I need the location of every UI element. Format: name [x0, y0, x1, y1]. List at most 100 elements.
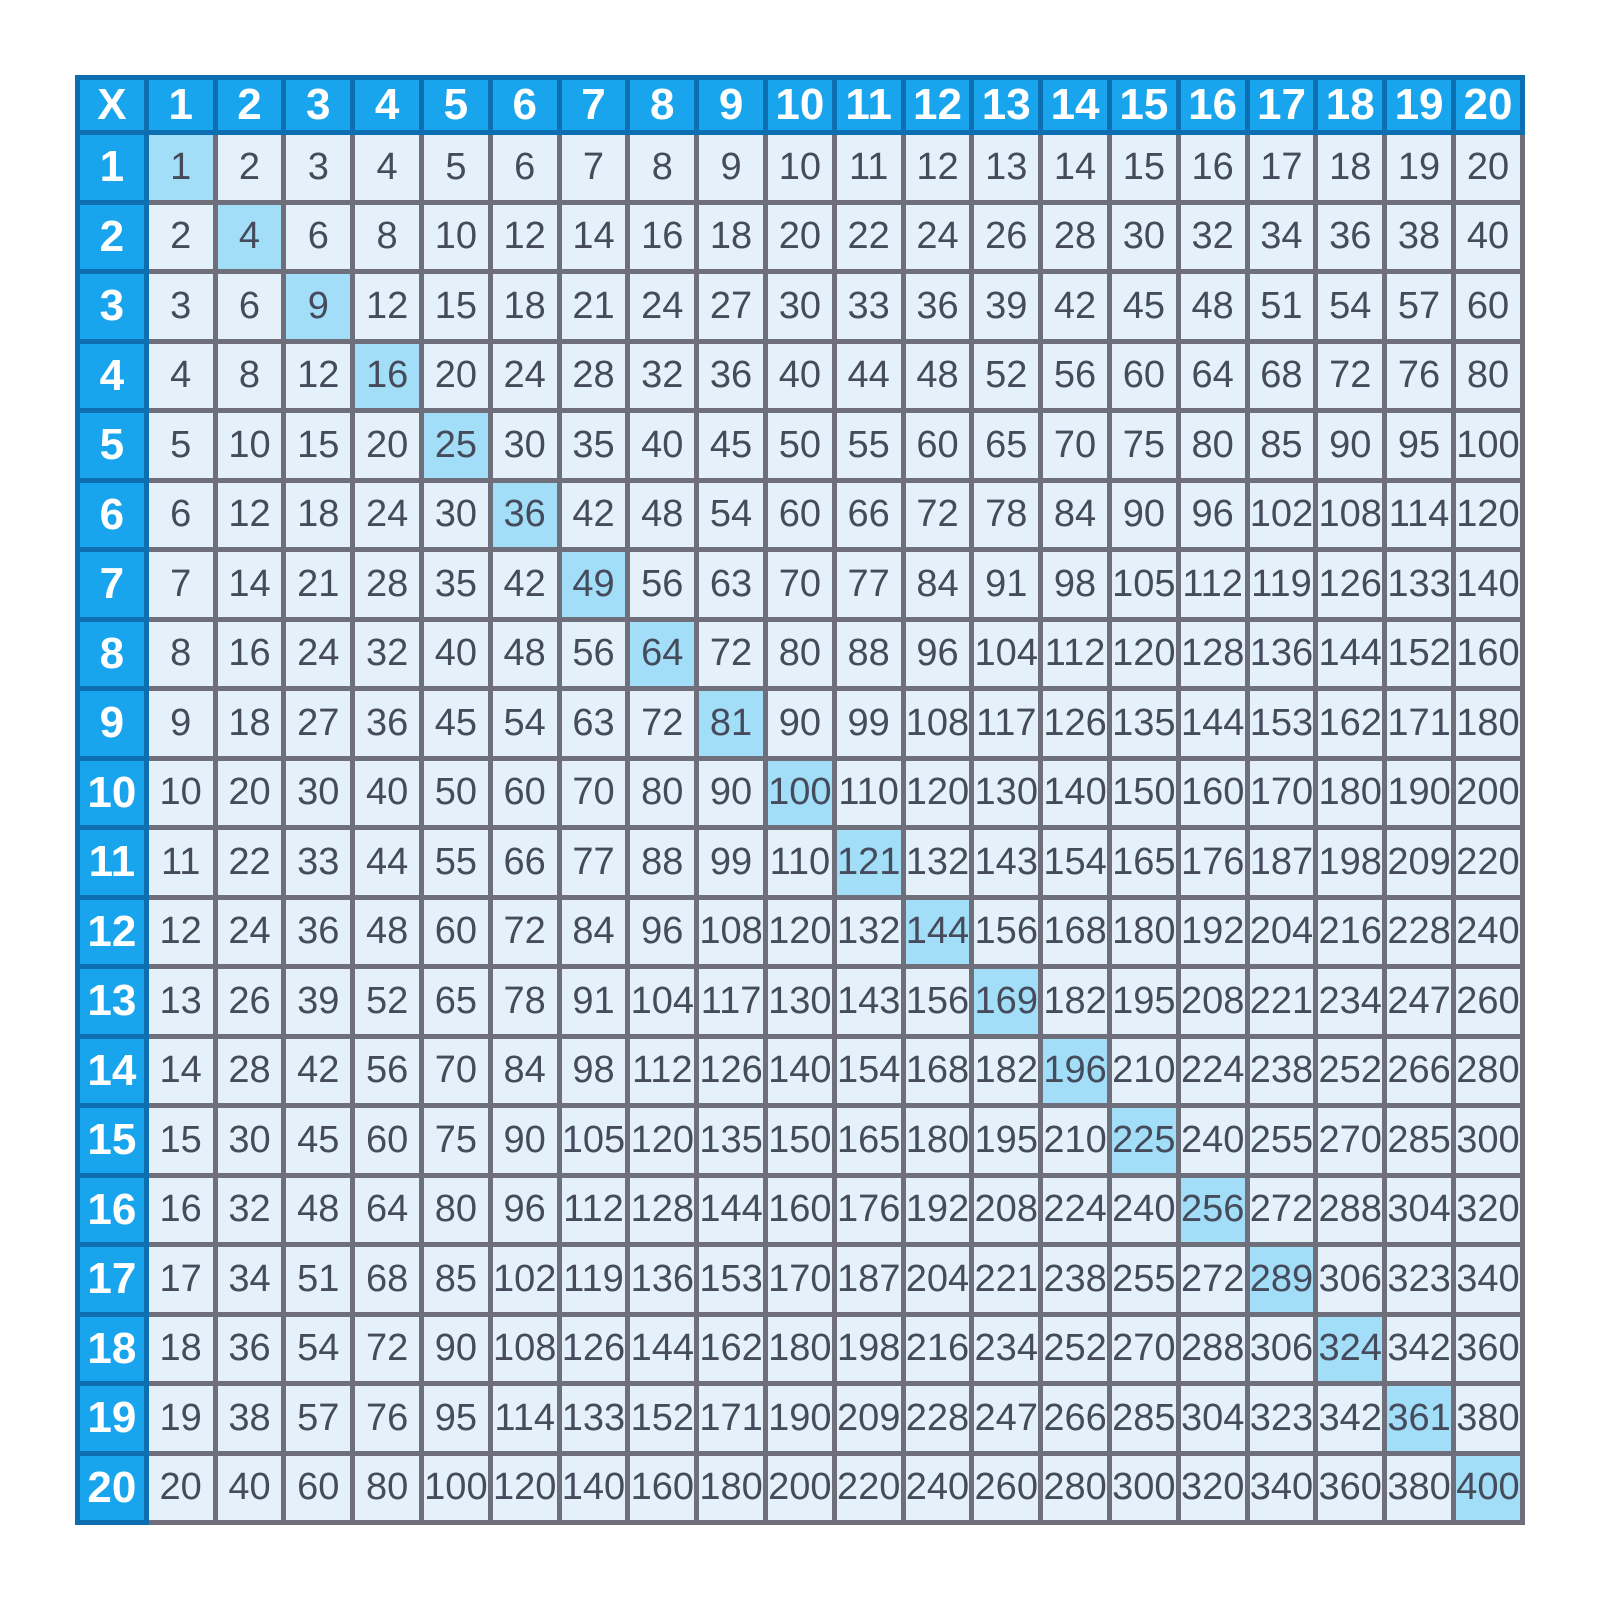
product-cell: 30 — [418, 477, 493, 552]
product-cell: 140 — [762, 1033, 837, 1108]
product-cell: 198 — [831, 1311, 906, 1386]
product-cell: 80 — [1450, 338, 1526, 413]
product-cell: 35 — [418, 547, 493, 622]
product-cell: 35 — [556, 408, 631, 483]
product-cell: 128 — [625, 1172, 700, 1247]
product-cell: 114 — [487, 1381, 562, 1456]
product-cell: 200 — [1450, 755, 1526, 830]
product-cell: 112 — [1038, 616, 1112, 691]
product-cell: 56 — [556, 616, 631, 691]
product-cell: 6 — [281, 199, 356, 274]
column-header: 20 — [1450, 75, 1526, 135]
product-cell: 10 — [143, 755, 218, 830]
product-cell: 143 — [969, 825, 1044, 900]
product-cell: 63 — [556, 686, 631, 761]
product-cell: 48 — [487, 616, 562, 691]
product-cell-square: 169 — [969, 964, 1044, 1039]
product-cell: 24 — [212, 894, 287, 969]
table-row: 14 14 28 42 56 70 84 98 112 126 140 154 168 182 196 210… — [75, 1033, 1526, 1108]
product-cell-square: 361 — [1382, 1381, 1456, 1456]
product-cell: 18 — [487, 269, 562, 344]
product-cell: 187 — [1244, 825, 1319, 900]
product-cell: 144 — [694, 1172, 768, 1247]
product-cell: 3 — [281, 130, 356, 205]
product-cell: 120 — [625, 1103, 700, 1178]
product-cell: 126 — [1038, 686, 1112, 761]
product-cell: 26 — [969, 199, 1044, 274]
product-cell: 90 — [1313, 408, 1388, 483]
product-cell: 64 — [350, 1172, 424, 1247]
product-cell: 10 — [212, 408, 287, 483]
product-cell: 36 — [350, 686, 424, 761]
column-header: 9 — [694, 75, 768, 135]
product-cell: 40 — [625, 408, 700, 483]
product-cell: 12 — [900, 130, 975, 205]
product-cell: 52 — [969, 338, 1044, 413]
product-cell: 200 — [762, 1450, 837, 1525]
product-cell: 104 — [969, 616, 1044, 691]
product-cell: 60 — [900, 408, 975, 483]
product-cell: 108 — [694, 894, 768, 969]
row-header: 10 — [75, 755, 149, 830]
product-cell: 208 — [1175, 964, 1250, 1039]
product-cell: 20 — [1450, 130, 1526, 205]
product-cell: 252 — [1038, 1311, 1112, 1386]
product-cell: 160 — [1450, 616, 1526, 691]
product-cell: 30 — [1106, 199, 1181, 274]
product-cell: 306 — [1244, 1311, 1319, 1386]
product-cell: 98 — [556, 1033, 631, 1108]
column-header: 14 — [1038, 75, 1112, 135]
product-cell-square: 225 — [1106, 1103, 1181, 1178]
product-cell: 36 — [694, 338, 768, 413]
product-cell: 198 — [1313, 825, 1388, 900]
product-cell: 18 — [212, 686, 287, 761]
product-cell: 7 — [556, 130, 631, 205]
product-cell-square: 9 — [281, 269, 356, 344]
product-cell: 300 — [1450, 1103, 1526, 1178]
product-cell: 132 — [900, 825, 975, 900]
product-cell: 75 — [1106, 408, 1181, 483]
row-header: 19 — [75, 1381, 149, 1456]
product-cell: 112 — [625, 1033, 700, 1108]
product-cell: 45 — [694, 408, 768, 483]
product-cell: 140 — [556, 1450, 631, 1525]
product-cell: 320 — [1175, 1450, 1250, 1525]
table-row: 13 13 26 39 52 65 78 91 104 117 130 143 156 169 182 195… — [75, 964, 1526, 1039]
product-cell: 51 — [1244, 269, 1319, 344]
product-cell: 55 — [831, 408, 906, 483]
product-cell: 144 — [1313, 616, 1388, 691]
product-cell: 209 — [1382, 825, 1456, 900]
product-cell: 340 — [1450, 1242, 1526, 1317]
product-cell: 180 — [1106, 894, 1181, 969]
product-cell: 12 — [281, 338, 356, 413]
product-cell: 39 — [281, 964, 356, 1039]
product-cell: 60 — [1450, 269, 1526, 344]
product-cell: 182 — [1038, 964, 1112, 1039]
product-cell: 98 — [1038, 547, 1112, 622]
product-cell: 130 — [969, 755, 1044, 830]
table-row: 10 10 20 30 40 50 60 70 80 90 100 110 120 130 140 150 16… — [75, 755, 1526, 830]
product-cell: 160 — [1175, 755, 1250, 830]
product-cell: 16 — [212, 616, 287, 691]
product-cell: 14 — [143, 1033, 218, 1108]
table-row: 11 11 22 33 44 55 66 77 88 99 110 121 132 143 154 165 17… — [75, 825, 1526, 900]
product-cell: 38 — [1382, 199, 1456, 274]
product-cell: 72 — [350, 1311, 424, 1386]
product-cell: 42 — [487, 547, 562, 622]
product-cell: 72 — [900, 477, 975, 552]
product-cell: 195 — [1106, 964, 1181, 1039]
product-cell: 95 — [418, 1381, 493, 1456]
product-cell: 24 — [281, 616, 356, 691]
column-header: 7 — [556, 75, 631, 135]
product-cell: 260 — [1450, 964, 1526, 1039]
product-cell: 128 — [1175, 616, 1250, 691]
product-cell: 247 — [969, 1381, 1044, 1456]
product-cell: 110 — [831, 755, 906, 830]
product-cell: 165 — [1106, 825, 1181, 900]
product-cell: 22 — [831, 199, 906, 274]
product-cell: 266 — [1038, 1381, 1112, 1456]
row-header: 11 — [75, 825, 149, 900]
product-cell: 204 — [1244, 894, 1319, 969]
table-row: 15 15 30 45 60 75 90 105 120 135 150 165 180 195 210 22… — [75, 1103, 1526, 1178]
